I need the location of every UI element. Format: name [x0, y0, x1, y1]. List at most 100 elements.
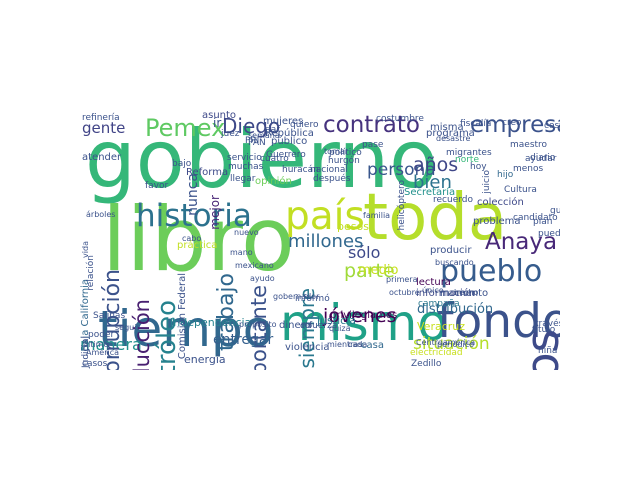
cloud-word: República	[265, 128, 314, 139]
cloud-word: PRI	[245, 136, 260, 146]
cloud-word: tomar	[324, 147, 349, 156]
cloud-word: mexicano	[235, 261, 274, 270]
cloud-word: bajo	[172, 159, 192, 169]
cloud-word: Centroamérica	[416, 338, 476, 347]
cloud-word: Secretaría	[404, 187, 456, 198]
cloud-word: dio	[300, 321, 313, 330]
cloud-word: informó	[295, 294, 330, 304]
cloud-word: jóvenes	[323, 305, 397, 327]
cloud-word: bien	[413, 172, 452, 193]
cloud-word: hecho	[454, 288, 479, 297]
cloud-word: quiero	[290, 120, 319, 130]
cloud-word: octubre	[389, 288, 420, 297]
cloud-word: plan	[533, 217, 553, 227]
cloud-word: costumbre	[376, 114, 424, 124]
cloud-word: norte	[455, 155, 479, 165]
cloud-word: sólo	[348, 243, 381, 262]
cloud-word: hijo	[497, 170, 514, 180]
cloud-word: político	[329, 148, 362, 158]
cloud-word: cada	[348, 340, 368, 349]
cloud-word: Reforma	[186, 167, 229, 178]
cloud-word: Salinas	[93, 311, 126, 321]
cloud-word: mientras	[327, 340, 363, 349]
cloud-word: privilegiamos	[330, 310, 398, 321]
cloud-word: refinería	[82, 113, 120, 123]
cloud-word: Guerrero	[266, 150, 306, 160]
cloud-word: maestro	[510, 140, 548, 150]
cloud-word: millones	[288, 231, 364, 252]
cloud-word: único	[422, 286, 444, 295]
cloud-word: semana	[248, 131, 280, 140]
cloud-word: producir	[430, 245, 472, 256]
cloud-word: fuerza	[309, 321, 338, 331]
cloud-word: misma	[430, 122, 464, 133]
cloud-word: árboles	[86, 210, 116, 219]
cloud-word: atender	[82, 152, 122, 163]
cloud-word: huracán	[282, 165, 319, 175]
cloud-word: toda	[363, 181, 508, 255]
cloud-word: dar	[265, 125, 280, 135]
cloud-word: pesos	[337, 220, 369, 233]
cloud-word: entregar	[213, 332, 274, 348]
cloud-word: momento	[440, 288, 489, 299]
cloud-word: juez	[221, 129, 240, 139]
cloud-word: recuerdo	[433, 195, 473, 205]
cloud-word: favor	[145, 181, 169, 191]
cloud-word: quizá	[329, 324, 351, 333]
cloud-word: llegar	[230, 174, 256, 184]
cloud-word: vida	[81, 241, 90, 258]
cloud-word: niña	[538, 346, 558, 356]
cloud-word: muchas	[228, 162, 264, 172]
cloud-word: electricidad	[410, 348, 463, 358]
cloud-word: candidato	[513, 213, 558, 223]
cloud-word: distribución	[417, 302, 494, 317]
cloud-word: nunca	[185, 173, 201, 216]
cloud-word: ayudo	[250, 274, 275, 283]
cloud-word: guerra	[550, 206, 560, 216]
cloud-word: colección	[477, 197, 524, 208]
cloud-word: pueden	[538, 229, 560, 239]
cloud-word: libro	[102, 188, 295, 291]
cloud-word: empresa	[470, 112, 560, 138]
cloud-word: PAN	[248, 138, 266, 148]
cloud-word: helicóptero	[397, 180, 407, 231]
cloud-word: Independencia	[170, 316, 252, 329]
cloud-word: medio	[358, 263, 399, 278]
cloud-word: energía	[184, 353, 226, 366]
cloud-word: hoy	[470, 162, 487, 172]
cloud-word: seguir	[115, 323, 140, 332]
cloud-word: Comisión Federal	[177, 273, 188, 360]
cloud-word: diario	[530, 153, 556, 163]
cloud-word: creo	[502, 118, 522, 128]
cloud-word: producción	[130, 299, 154, 370]
cloud-word: violencia	[285, 342, 330, 353]
cloud-word: mejor	[208, 195, 222, 230]
cloud-word: justicia	[317, 314, 356, 327]
cloud-word: gobierno	[85, 113, 439, 206]
cloud-word: lectura	[416, 277, 451, 288]
cloud-word: gente	[82, 119, 126, 137]
cloud-word: hurgón	[328, 156, 360, 166]
cloud-word: programa	[426, 128, 475, 139]
cloud-word: campaña	[418, 299, 460, 309]
cloud-word: práctica	[177, 240, 218, 251]
cloud-word: Diego	[222, 114, 281, 138]
cloud-word: Veracruz	[417, 320, 466, 333]
cloud-word: historia	[136, 198, 252, 234]
cloud-word: poder	[88, 330, 115, 340]
cloud-word: costo	[544, 121, 560, 131]
cloud-word: mano	[230, 248, 253, 257]
cloud-word: Cultura	[504, 185, 537, 195]
cloud-word: ir	[213, 116, 222, 130]
cloud-word: Zedillo	[411, 359, 442, 369]
cloud-word: problema	[473, 216, 521, 227]
cloud-word: gobernador	[273, 292, 320, 301]
cloud-word: través	[535, 319, 560, 329]
cloud-word: manera	[80, 335, 142, 354]
cloud-word: nacional	[310, 165, 348, 175]
cloud-word: juicio	[482, 170, 492, 194]
cloud-word: título	[532, 325, 556, 335]
cloud-word: después	[313, 174, 351, 184]
cloud-word: último	[83, 340, 109, 349]
cloud-word: cuatro	[260, 154, 289, 164]
